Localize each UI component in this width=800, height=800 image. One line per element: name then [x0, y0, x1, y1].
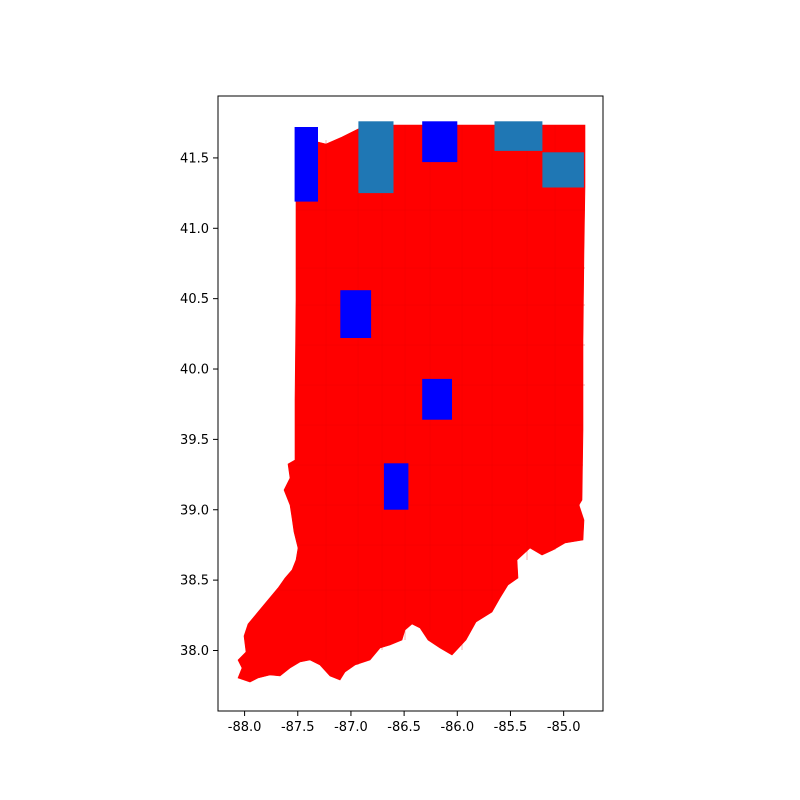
y-tick-label: 38.0	[180, 644, 209, 659]
y-tick-label: 40.0	[180, 363, 209, 378]
axes-frame	[217, 95, 604, 712]
highlighted-counties	[294, 121, 584, 510]
county-steel_blue-7	[494, 121, 543, 151]
x-axis: -88.0 -87.5 -87.0 -86.5 -86.0 -85.5 -85.0	[228, 711, 581, 735]
x-tick-label: -86.0	[440, 720, 474, 735]
y-tick-label: 41.0	[180, 222, 209, 237]
county-blue-2	[422, 121, 458, 163]
x-tick-label: -88.0	[228, 720, 262, 735]
y-tick-label: 38.5	[180, 574, 209, 589]
x-tick-label: -86.5	[387, 720, 421, 735]
county-blue-3	[340, 290, 372, 338]
y-tick-label: 39.0	[180, 503, 209, 518]
y-tick-label: 39.5	[180, 433, 209, 448]
x-tick-label: -85.0	[547, 720, 581, 735]
county-steel_blue-6	[358, 121, 394, 194]
county-boundaries	[280, 125, 585, 665]
x-tick-label: -87.0	[334, 720, 368, 735]
county-blue-5	[383, 463, 409, 510]
indiana-state-shape	[237, 124, 586, 683]
x-tick-label: -87.5	[281, 720, 315, 735]
county-blue-4	[422, 378, 452, 420]
y-tick-label: 41.5	[180, 151, 209, 166]
y-tick-label: 40.5	[180, 292, 209, 307]
y-axis: 38.0 38.5 39.0 39.5 40.0 40.5 41.0 41.5	[180, 151, 218, 659]
county-blue-1	[294, 127, 318, 202]
x-tick-label: -85.5	[494, 720, 528, 735]
county-steel_blue-8	[542, 152, 584, 188]
